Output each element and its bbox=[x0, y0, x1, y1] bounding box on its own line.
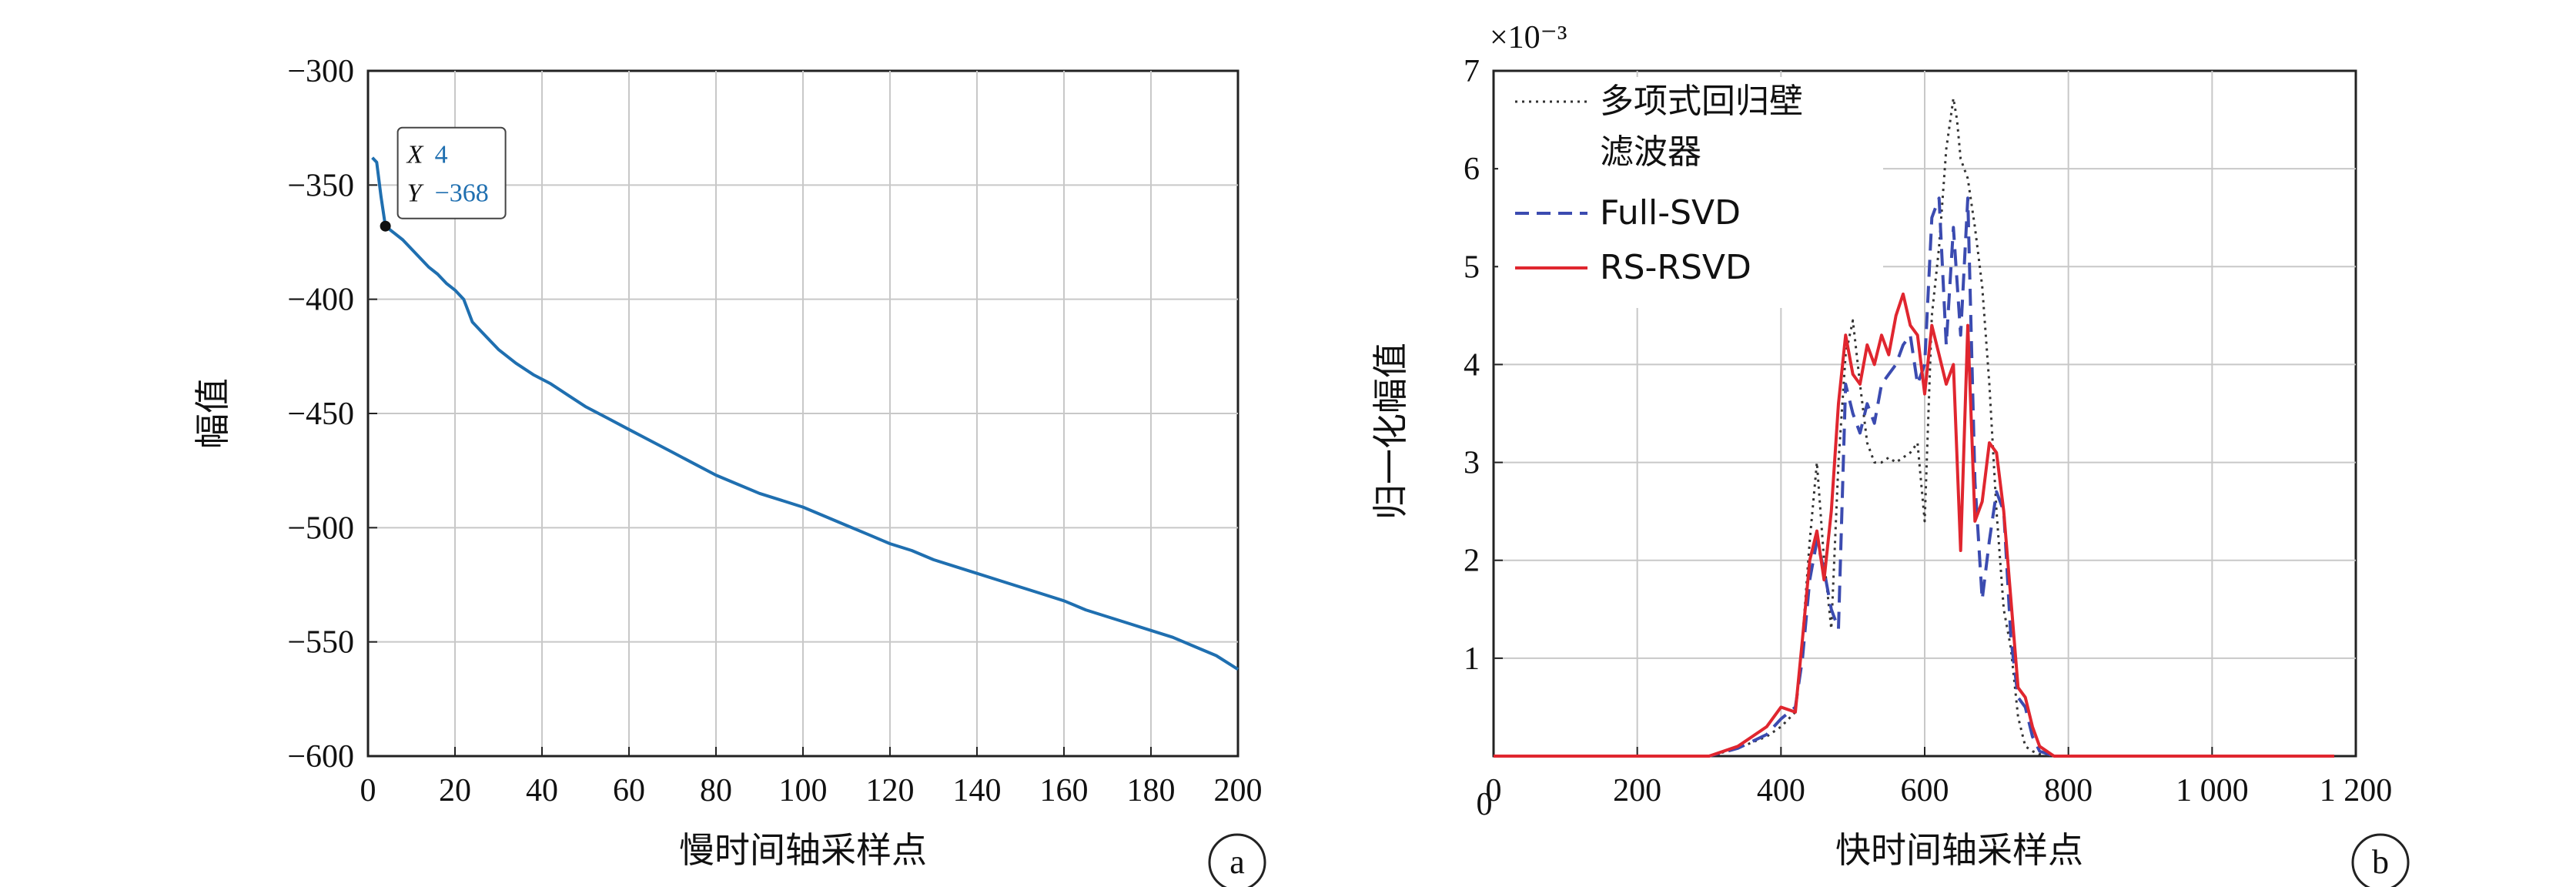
chart-b-ticks: 0 200 400 600 800 1 000 1 200 1 2 3 4 5 6 7 0 bbox=[1464, 54, 2392, 822]
chart-b-ytick-label: 2 bbox=[1464, 544, 1480, 579]
chart-a-xtick-label: 60 bbox=[613, 773, 645, 808]
chart-b-series-0-line bbox=[1494, 97, 2334, 758]
datatip-box bbox=[396, 126, 507, 219]
chart-b-ytick-label: 3 bbox=[1464, 446, 1480, 481]
chart-a-ytick-label: −400 bbox=[287, 283, 354, 318]
legend-label-2: RS-RSVD bbox=[1600, 248, 1751, 287]
chart-a-ytick-label: −350 bbox=[287, 168, 354, 203]
chart-a-datatip: X 4Y −368 bbox=[380, 126, 507, 232]
chart-b-xtick-zero: 0 bbox=[1477, 787, 1493, 822]
chart-b-ytick-label: 1 bbox=[1464, 641, 1480, 677]
legend-label-1: Full-SVD bbox=[1600, 193, 1741, 233]
chart-a: 0 20 40 60 80 100 120 140 160 180 200 −300 −350 −400 −… bbox=[192, 54, 1266, 887]
chart-a-xtick-label: 180 bbox=[1127, 773, 1176, 808]
chart-a-xtick-label: 160 bbox=[1040, 773, 1089, 808]
chart-b-xtick-label: 800 bbox=[2044, 773, 2093, 808]
chart-a-xtick-label: 120 bbox=[866, 773, 915, 808]
panel-b-badge bbox=[2351, 833, 2410, 887]
chart-b-ytick-label: 7 bbox=[1464, 54, 1480, 89]
panel-b-label: b bbox=[2372, 843, 2389, 881]
chart-b-xtick-label: 0 bbox=[1486, 773, 1502, 808]
chart-a-grid bbox=[368, 71, 1238, 756]
chart-a-ytick-label: −600 bbox=[287, 739, 354, 775]
chart-a-ylabel: 幅值 bbox=[192, 378, 233, 449]
chart-a-xtick-label: 20 bbox=[439, 773, 471, 808]
datatip-x-name: X bbox=[406, 141, 424, 169]
chart-b-series bbox=[1494, 97, 2334, 758]
datatip-x-value: 4 bbox=[435, 141, 448, 169]
datatip-y-value: −368 bbox=[435, 179, 489, 208]
chart-a-xtick-label: 100 bbox=[779, 773, 828, 808]
chart-b-ytick-label: 5 bbox=[1464, 249, 1480, 285]
chart-a-ytick-label: −450 bbox=[287, 397, 354, 432]
chart-a-xlabel: 慢时间轴采样点 bbox=[679, 829, 927, 871]
chart-b-series-1-line bbox=[1494, 196, 2334, 758]
chart-b: 0 200 400 600 800 1 000 1 200 1 2 3 4 5 6 7 0 多项式回归壁滤波… bbox=[1370, 20, 2410, 887]
chart-b-xtick-label: 600 bbox=[1901, 773, 1949, 808]
chart-b-xtick-label: 1 200 bbox=[2320, 773, 2393, 808]
chart-b-xlabel: 快时间轴采样点 bbox=[1835, 829, 2083, 871]
chart-a-ticks: 0 20 40 60 80 100 120 140 160 180 200 −300 −350 −400 −… bbox=[287, 54, 1262, 808]
chart-a-xtick-label: 0 bbox=[360, 773, 376, 808]
chart-a-series-0-line bbox=[371, 156, 1239, 671]
chart-a-xtick-label: 40 bbox=[526, 773, 558, 808]
chart-a-series bbox=[371, 156, 1239, 671]
panel-a-badge bbox=[1208, 833, 1266, 887]
chart-a-xtick-label: 200 bbox=[1214, 773, 1263, 808]
chart-b-ytick-label: 4 bbox=[1464, 347, 1480, 383]
chart-a-ytick-label: −550 bbox=[287, 625, 354, 661]
legend-label-0-line-0: 多项式回归壁 bbox=[1600, 82, 1803, 121]
chart-b-scale-note: ×10⁻³ bbox=[1490, 20, 1567, 55]
chart-b-series-2-line bbox=[1494, 292, 2334, 758]
chart-b-xtick-label: 200 bbox=[1613, 773, 1661, 808]
chart-a-ytick-label: −300 bbox=[287, 54, 354, 89]
chart-b-xtick-label: 400 bbox=[1757, 773, 1805, 808]
datatip-y-name: Y bbox=[407, 179, 424, 208]
chart-b-ytick-label: 6 bbox=[1464, 152, 1480, 187]
chart-a-xtick-label: 80 bbox=[700, 773, 732, 808]
legend-label-0-line-1: 滤波器 bbox=[1600, 132, 1701, 172]
chart-b-ylabel: 归一化幅值 bbox=[1370, 343, 1411, 520]
chart-a-ytick-label: −500 bbox=[287, 510, 354, 546]
panel-a-label: a bbox=[1229, 843, 1245, 881]
chart-b-xtick-label: 1 000 bbox=[2176, 773, 2249, 808]
datatip-marker bbox=[380, 220, 391, 232]
chart-a-xtick-label: 140 bbox=[953, 773, 1002, 808]
